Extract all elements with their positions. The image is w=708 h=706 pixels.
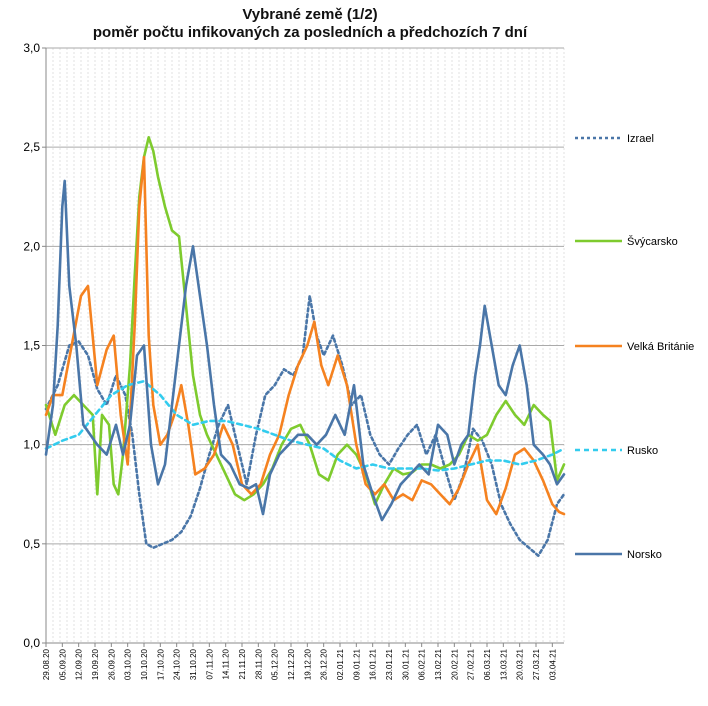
y-tick-label: 1,5 — [23, 339, 40, 353]
x-tick-label: 13.02.21 — [434, 648, 443, 680]
x-axis-ticks: 29.08.20 05.09.20 12.09.20 19.09.20 26.09.20… — [42, 643, 557, 680]
x-tick-label: 23.01.21 — [385, 648, 394, 680]
y-tick-label: 2,5 — [23, 140, 40, 154]
legend-label: Velká Británie — [627, 341, 694, 353]
x-tick-label: 17.10.20 — [156, 648, 165, 680]
x-tick-label: 19.09.20 — [91, 648, 100, 680]
x-tick-label: 20.02.21 — [450, 648, 459, 680]
x-tick-label: 21.11.20 — [238, 648, 247, 679]
x-tick-label: 13.03.21 — [499, 648, 508, 680]
legend-label: Rusko — [627, 445, 658, 457]
x-tick-label: 26.09.20 — [107, 648, 116, 680]
x-tick-label: 20.03.21 — [516, 648, 525, 680]
chart-subtitle: poměr počtu infikovaných za posledních a… — [92, 24, 528, 41]
y-axis-ticks: 0,0 0,5 1,0 1,5 2,0 2,5 3,0 — [23, 41, 46, 650]
x-tick-label: 12.09.20 — [75, 648, 84, 680]
x-tick-label: 07.11.20 — [205, 648, 214, 679]
x-tick-label: 03.10.20 — [124, 648, 133, 680]
x-tick-label: 26.12.20 — [320, 648, 329, 680]
x-tick-label: 12.12.20 — [287, 648, 296, 680]
series-line-norsko — [44, 179, 566, 522]
x-tick-label: 02.01.21 — [336, 648, 345, 680]
x-tick-label: 28.11.20 — [254, 648, 263, 679]
x-tick-label: 03.04.21 — [548, 648, 557, 680]
y-tick-label: 0,0 — [23, 636, 40, 650]
x-tick-label: 30.01.21 — [401, 648, 410, 680]
x-tick-label: 06.02.21 — [418, 648, 427, 680]
series-lines — [44, 136, 566, 558]
x-tick-label: 06.03.21 — [483, 648, 492, 680]
x-tick-label: 14.11.20 — [222, 648, 231, 679]
chart-title: Vybrané země (1/2) — [242, 6, 378, 23]
series-line-izrael — [44, 294, 566, 558]
y-tick-label: 2,0 — [23, 239, 40, 253]
x-tick-label: 05.09.20 — [58, 648, 67, 680]
x-tick-label: 24.10.20 — [173, 648, 182, 680]
legend-label: Švýcarsko — [627, 235, 678, 248]
legend-label: Izrael — [627, 133, 654, 145]
x-tick-label: 27.03.21 — [532, 648, 541, 680]
x-tick-label: 10.10.20 — [140, 648, 149, 680]
x-tick-label: 27.02.21 — [467, 648, 476, 680]
x-tick-label: 29.08.20 — [42, 648, 51, 680]
y-tick-label: 3,0 — [23, 41, 40, 55]
legend: Izrael Švýcarsko Velká Británie Rusko Norsko — [575, 133, 694, 561]
x-tick-label: 16.01.21 — [369, 648, 378, 680]
x-tick-label: 31.10.20 — [189, 648, 198, 680]
x-tick-label: 09.01.21 — [352, 648, 361, 680]
x-tick-label: 19.12.20 — [303, 648, 312, 680]
y-tick-label: 0,5 — [23, 537, 40, 551]
x-tick-label: 05.12.20 — [271, 648, 280, 680]
legend-label: Norsko — [627, 549, 662, 561]
y-tick-label: 1,0 — [23, 438, 40, 452]
